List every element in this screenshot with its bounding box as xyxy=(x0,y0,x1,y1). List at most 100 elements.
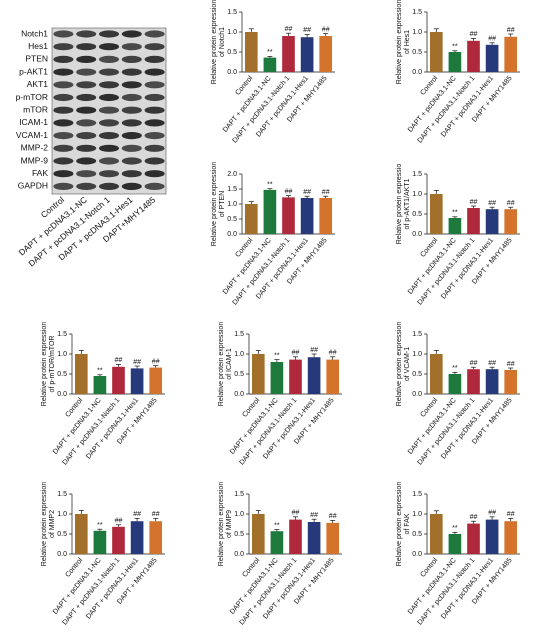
bar xyxy=(307,522,321,554)
y-tick-label: 1.5 xyxy=(412,331,422,338)
significance: ## xyxy=(488,360,496,367)
band xyxy=(144,81,165,89)
bar xyxy=(326,359,340,394)
bar xyxy=(251,514,265,554)
error-bar xyxy=(311,353,317,358)
bar xyxy=(251,354,265,394)
y-tick-label: 0.0 xyxy=(234,551,244,558)
significance: ## xyxy=(303,189,311,196)
bar xyxy=(504,36,518,72)
band xyxy=(53,132,74,140)
error-bar xyxy=(255,510,261,514)
band xyxy=(53,81,74,89)
bar xyxy=(270,531,284,554)
bar xyxy=(448,52,462,72)
y-axis-label: Relative protein expression xyxy=(396,322,403,407)
bar xyxy=(149,367,163,394)
band xyxy=(121,93,142,102)
error-bar xyxy=(78,510,84,514)
bar xyxy=(429,514,443,554)
bar xyxy=(319,198,333,234)
y-tick-label: 1.0 xyxy=(412,351,422,358)
y-tick-label: 0.5 xyxy=(57,371,67,378)
error-bar xyxy=(286,32,291,36)
significance: ## xyxy=(310,347,318,354)
band xyxy=(144,68,165,76)
bar xyxy=(282,36,295,72)
band xyxy=(98,157,120,165)
bar xyxy=(149,521,163,554)
band xyxy=(53,182,74,190)
y-tick-label: 1.5 xyxy=(234,491,244,498)
y-tick-label: 1.0 xyxy=(227,201,237,208)
band xyxy=(121,132,142,140)
significance: ## xyxy=(115,518,123,525)
bar xyxy=(467,369,480,394)
band xyxy=(53,106,74,114)
y-tick-label: 0.0 xyxy=(57,551,67,558)
error-bar xyxy=(471,366,476,370)
band xyxy=(76,30,97,38)
bar xyxy=(429,354,443,394)
band xyxy=(144,43,165,51)
significance: ## xyxy=(292,350,300,357)
error-bar xyxy=(433,350,439,354)
y-axis-label: Relative protein expression xyxy=(218,322,225,407)
y-axis-label: Relative protein expression xyxy=(211,162,218,247)
significance: ## xyxy=(507,361,515,368)
y-axis-label: of Hes1 xyxy=(404,30,411,54)
significance: ## xyxy=(470,31,478,38)
bar xyxy=(74,354,88,394)
band xyxy=(144,144,165,152)
significance: ## xyxy=(310,512,318,519)
band xyxy=(121,81,142,89)
band xyxy=(98,81,120,89)
error-bar xyxy=(267,56,273,58)
error-bar xyxy=(433,28,439,32)
error-bar xyxy=(293,356,298,360)
error-bar xyxy=(255,350,261,354)
y-tick-label: 0.5 xyxy=(412,371,422,378)
bar xyxy=(504,209,518,234)
y-tick-label: 0.5 xyxy=(234,371,244,378)
band xyxy=(98,132,120,140)
bar xyxy=(93,376,107,394)
band xyxy=(76,68,97,76)
error-bar xyxy=(508,518,514,522)
band xyxy=(76,93,97,102)
significance: ## xyxy=(488,36,496,43)
error-bar xyxy=(508,33,514,37)
y-tick-label: 0.0 xyxy=(57,391,67,398)
y-tick-label: 0.0 xyxy=(412,231,422,238)
y-axis-label: of p-mTOR/mTOR xyxy=(49,336,56,393)
bar xyxy=(448,218,462,234)
error-bar xyxy=(508,206,514,210)
y-tick-label: 1.5 xyxy=(227,9,237,16)
band xyxy=(98,93,120,102)
bar xyxy=(263,57,277,72)
error-bar xyxy=(452,50,458,52)
protein-label: FAK xyxy=(32,168,48,178)
y-tick-label: 1.0 xyxy=(227,29,237,36)
bar xyxy=(300,37,314,72)
error-bar xyxy=(153,518,159,522)
significance: ** xyxy=(97,368,103,375)
band xyxy=(121,144,142,152)
error-bar xyxy=(116,364,121,367)
error-bar xyxy=(489,516,495,520)
error-bar xyxy=(489,206,495,210)
band xyxy=(76,81,97,89)
error-bar xyxy=(267,188,273,190)
error-bar xyxy=(293,516,298,520)
significance: ## xyxy=(285,188,293,195)
error-bar xyxy=(78,350,84,354)
band xyxy=(76,106,97,114)
significance: ## xyxy=(507,27,515,34)
significance: ## xyxy=(133,511,141,518)
error-bar xyxy=(153,365,159,368)
error-bar xyxy=(433,190,439,194)
band xyxy=(53,43,74,51)
error-bar xyxy=(134,518,140,522)
protein-label: Notch1 xyxy=(21,28,48,38)
bar xyxy=(130,521,144,554)
